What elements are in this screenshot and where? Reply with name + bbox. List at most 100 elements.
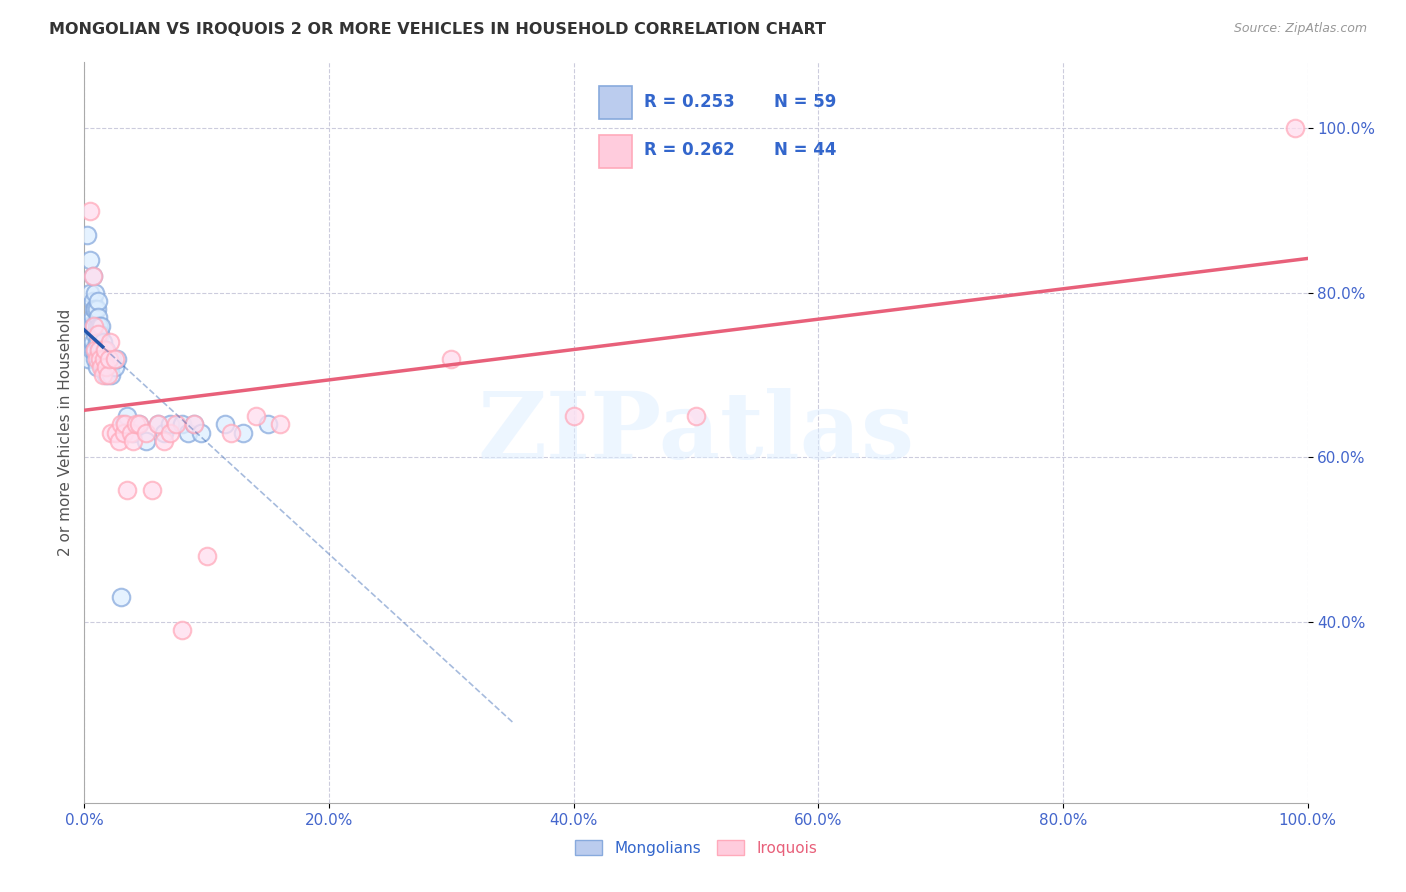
Point	[84, 351, 107, 366]
Point	[125, 417, 148, 432]
Point	[87, 326, 110, 341]
Point	[80, 318, 103, 333]
Point	[82, 293, 104, 308]
Point	[89, 326, 111, 341]
Point	[87, 318, 110, 333]
Text: N = 44: N = 44	[773, 141, 837, 159]
Point	[96, 359, 118, 374]
Point	[84, 302, 107, 317]
Point	[105, 351, 128, 366]
Point	[172, 623, 194, 637]
Point	[82, 269, 104, 284]
Point	[98, 359, 121, 374]
Point	[83, 318, 105, 333]
Point	[104, 351, 127, 366]
Point	[114, 417, 136, 432]
Point	[97, 351, 120, 366]
Point	[1284, 121, 1306, 136]
Point	[79, 203, 101, 218]
Point	[159, 425, 181, 440]
Point	[135, 425, 157, 440]
Text: N = 59: N = 59	[773, 93, 837, 111]
Point	[90, 318, 112, 333]
Point	[190, 425, 212, 440]
Point	[86, 318, 108, 333]
Point	[77, 318, 100, 333]
Point	[82, 335, 104, 350]
Point	[101, 351, 124, 366]
Point	[87, 343, 110, 358]
Point	[91, 335, 114, 350]
Point	[96, 343, 118, 358]
Point	[97, 368, 120, 382]
Point	[80, 343, 103, 358]
Point	[120, 425, 142, 440]
Y-axis label: 2 or more Vehicles in Household: 2 or more Vehicles in Household	[58, 309, 73, 557]
Point	[86, 359, 108, 374]
Point	[135, 434, 157, 448]
Point	[87, 293, 110, 308]
Point	[257, 417, 280, 432]
Point	[84, 343, 107, 358]
Point	[110, 590, 132, 604]
Point	[100, 425, 122, 440]
Point	[87, 310, 110, 325]
Point	[107, 434, 129, 448]
Point	[79, 285, 101, 300]
Point	[84, 326, 107, 341]
Point	[177, 425, 200, 440]
Point	[98, 335, 121, 350]
Point	[90, 359, 112, 374]
Point	[146, 417, 169, 432]
FancyBboxPatch shape	[599, 87, 631, 119]
Point	[94, 343, 117, 358]
Point	[97, 351, 120, 366]
Point	[183, 417, 205, 432]
Point	[562, 409, 585, 424]
Point	[96, 368, 118, 382]
Point	[269, 417, 291, 432]
Point	[172, 417, 194, 432]
FancyBboxPatch shape	[599, 136, 631, 168]
Point	[82, 310, 104, 325]
Point	[91, 359, 114, 374]
Point	[104, 359, 127, 374]
Point	[94, 351, 117, 366]
Point	[146, 417, 169, 432]
Legend: Mongolians, Iroquois: Mongolians, Iroquois	[568, 834, 824, 862]
Point	[112, 417, 135, 432]
Point	[86, 302, 108, 317]
Point	[232, 425, 254, 440]
Point	[440, 351, 463, 366]
Point	[115, 409, 138, 424]
Point	[122, 425, 145, 440]
Point	[79, 252, 101, 267]
Point	[86, 335, 108, 350]
Point	[153, 434, 176, 448]
Point	[93, 351, 115, 366]
Point	[183, 417, 205, 432]
Point	[83, 318, 105, 333]
Point	[245, 409, 267, 424]
Text: R = 0.253: R = 0.253	[644, 93, 734, 111]
Text: ZIPatlas: ZIPatlas	[478, 388, 914, 477]
Point	[105, 425, 128, 440]
Point	[685, 409, 707, 424]
Point	[87, 335, 110, 350]
Point	[87, 343, 110, 358]
Point	[153, 425, 176, 440]
Text: R = 0.262: R = 0.262	[644, 141, 734, 159]
Point	[83, 302, 105, 317]
Point	[141, 483, 163, 498]
Point	[115, 483, 138, 498]
Point	[90, 343, 112, 358]
Point	[128, 417, 150, 432]
Point	[82, 269, 104, 284]
Point	[76, 228, 98, 243]
Point	[100, 368, 122, 382]
Point	[195, 549, 218, 563]
Point	[128, 417, 150, 432]
Point	[112, 425, 135, 440]
Point	[84, 285, 107, 300]
Point	[86, 351, 108, 366]
